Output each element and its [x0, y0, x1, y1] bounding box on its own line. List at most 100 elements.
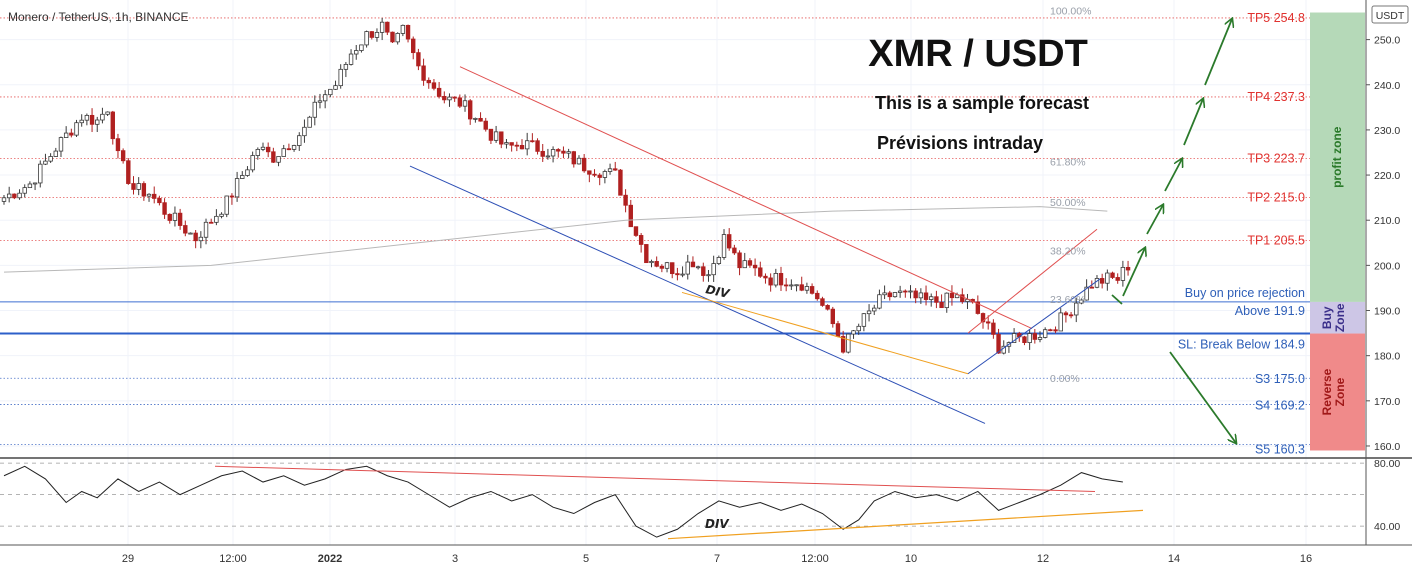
candle-body [897, 290, 903, 293]
price-tick-label: 240.0 [1374, 80, 1400, 92]
candle [307, 115, 312, 128]
candle-body [866, 310, 872, 315]
candle [436, 81, 442, 99]
candle-body [747, 260, 753, 266]
candle-body [887, 292, 892, 298]
candle-body [203, 221, 209, 238]
candle-body [183, 225, 188, 234]
candle-body [343, 63, 349, 70]
time-tick-label: 12:00 [801, 553, 829, 565]
candle-body [369, 31, 374, 38]
candle [929, 293, 934, 307]
buy-zone-label: BuyZone [1320, 303, 1347, 332]
candle-body [789, 284, 794, 287]
candle [949, 285, 955, 306]
candle-body [131, 183, 136, 190]
price-tick-label: 190.0 [1374, 306, 1400, 318]
candle [317, 93, 323, 109]
candle-body [623, 194, 628, 206]
candle [861, 313, 867, 332]
candle [649, 259, 654, 268]
support-label-s4: S4 169.2 [1255, 398, 1305, 412]
candle [302, 119, 307, 143]
candle [452, 96, 457, 102]
candle [177, 208, 183, 230]
price-tick-label: 220.0 [1374, 170, 1400, 182]
candle [685, 254, 690, 280]
candle [944, 292, 949, 313]
candle-body [556, 149, 561, 152]
moving-average-line [3, 206, 1108, 273]
candle [1063, 311, 1069, 323]
candle [659, 264, 665, 273]
candle-body [141, 183, 147, 197]
candle [12, 193, 17, 200]
rising-support-line [967, 278, 1101, 375]
candle-body [877, 294, 882, 309]
candle [550, 146, 556, 163]
target-label-4: TP4 237.3 [1247, 90, 1305, 104]
target-label-5: TP5 254.8 [1247, 11, 1305, 25]
forecast-arrow-up [1183, 99, 1203, 146]
candle [17, 189, 22, 200]
symbol-header: Monero / TetherUS, 1h, BINANCE [8, 10, 189, 24]
candle-body [198, 236, 204, 242]
candle-body [581, 157, 587, 172]
candle-body [690, 261, 696, 268]
candle [716, 255, 722, 266]
candle [297, 132, 302, 151]
candle [43, 153, 48, 166]
candle-body [17, 192, 22, 199]
candle [897, 285, 903, 298]
candle-body [1011, 333, 1017, 343]
candle-body [286, 148, 292, 151]
candle-body [540, 150, 545, 157]
candle [203, 218, 209, 245]
candle [162, 198, 167, 219]
candle-body [499, 131, 504, 145]
candle [63, 126, 69, 138]
candle-body [903, 290, 908, 293]
candle [483, 117, 488, 132]
candle-body [1110, 272, 1115, 278]
candle [27, 181, 33, 189]
oscillator-line [3, 465, 1123, 538]
candle [467, 99, 473, 125]
candle [1048, 328, 1053, 332]
candle-body [411, 38, 416, 54]
candle-body [354, 50, 359, 55]
forecast-arrow-down [1169, 351, 1236, 443]
candle-body [146, 193, 152, 197]
candle [1079, 298, 1084, 305]
candle-body [856, 325, 861, 332]
oscillator-tick-label: 80.00 [1374, 458, 1400, 470]
candle [825, 304, 830, 311]
candle-body [136, 183, 141, 190]
profit-zone-label: profit zone [1330, 126, 1344, 188]
candle-body [1063, 312, 1069, 316]
candle [48, 153, 53, 163]
candle [872, 304, 877, 316]
candle [198, 231, 204, 249]
candle-body [960, 294, 965, 302]
candle [183, 220, 188, 237]
entry-label-top: Buy on price rejection [1185, 286, 1305, 300]
candle-body [317, 100, 323, 103]
candle-body [602, 171, 608, 178]
candle-body [1084, 286, 1089, 301]
fib-label: 50.00% [1050, 197, 1086, 209]
candle [328, 88, 333, 98]
candle [545, 148, 551, 160]
stop-label: SL: Break Below 184.9 [1178, 338, 1305, 352]
candle-body [390, 31, 395, 43]
candle-body [882, 292, 887, 296]
candle-body [447, 96, 452, 101]
candle-body [1042, 329, 1048, 338]
candle [566, 148, 571, 159]
candle-body [1037, 337, 1043, 340]
candle-body [597, 174, 602, 178]
entry-label-bottom: Above 191.9 [1235, 304, 1305, 318]
candle [69, 128, 74, 138]
candle-body [644, 244, 649, 264]
